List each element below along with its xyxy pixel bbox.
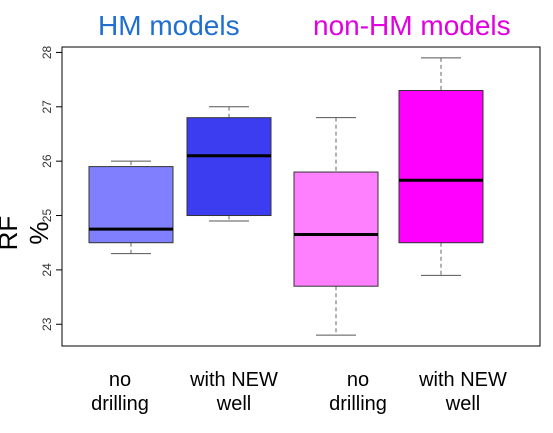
x-label-line: well [216,393,252,415]
x-label-nonhm-no-drilling: no drilling [298,368,418,416]
x-label-hm-with-new-well: with NEW well [174,368,294,416]
box [398,89,484,244]
x-label-line: drilling [329,393,387,415]
x-label-line: with NEW [419,369,507,391]
y-tick-label: 24 [40,263,54,277]
non-hm-models-title: non-HM models [313,10,511,41]
box [88,166,174,244]
y-tick-label: 28 [40,45,54,59]
x-label-line: well [445,393,481,415]
y-tick-label: 23 [40,317,54,331]
x-label-nonhm-with-new-well: with NEW well [398,368,528,416]
x-label-line: no [346,369,370,391]
y-tick-label: 27 [40,100,54,114]
y-tick-label: 25 [40,209,54,223]
x-label-hm-no-drilling: no drilling [60,368,180,416]
x-label-line: with NEW [190,369,278,391]
y-tick-label: 26 [40,154,54,168]
plot-frame [61,46,541,347]
box [186,117,272,217]
hm-models-title: HM models [98,10,240,41]
x-label-line: drilling [91,393,149,415]
x-label-line: no [108,369,132,391]
box [293,171,379,287]
